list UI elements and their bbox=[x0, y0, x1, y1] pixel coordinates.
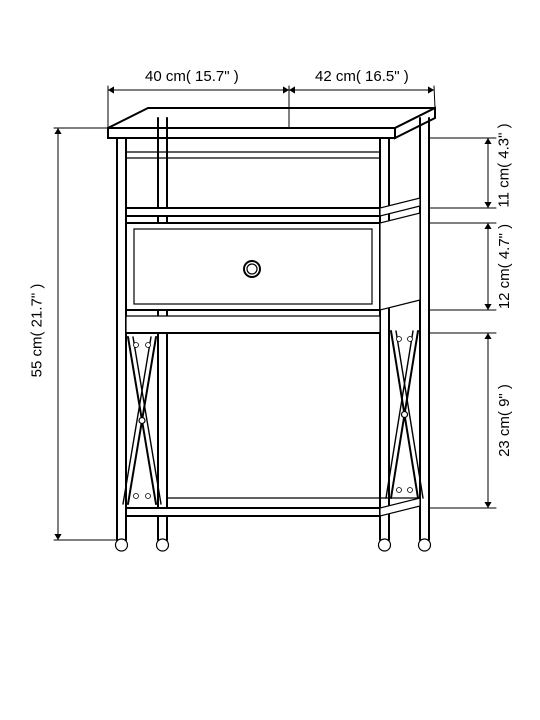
dim-shelfgap-label: 11 cm( 4.3" ) bbox=[496, 123, 513, 207]
dim-depth-label: 42 cm( 16.5" ) bbox=[315, 68, 409, 85]
dim-width-label: 40 cm( 15.7" ) bbox=[145, 68, 239, 85]
furniture-diagram bbox=[0, 0, 540, 720]
dim-height-label: 55 cm( 21.7" ) bbox=[28, 284, 45, 378]
dim-drawerh-label: 12 cm( 4.7" ) bbox=[496, 224, 513, 309]
dim-lowergap-label: 23 cm( 9" ) bbox=[496, 384, 513, 457]
